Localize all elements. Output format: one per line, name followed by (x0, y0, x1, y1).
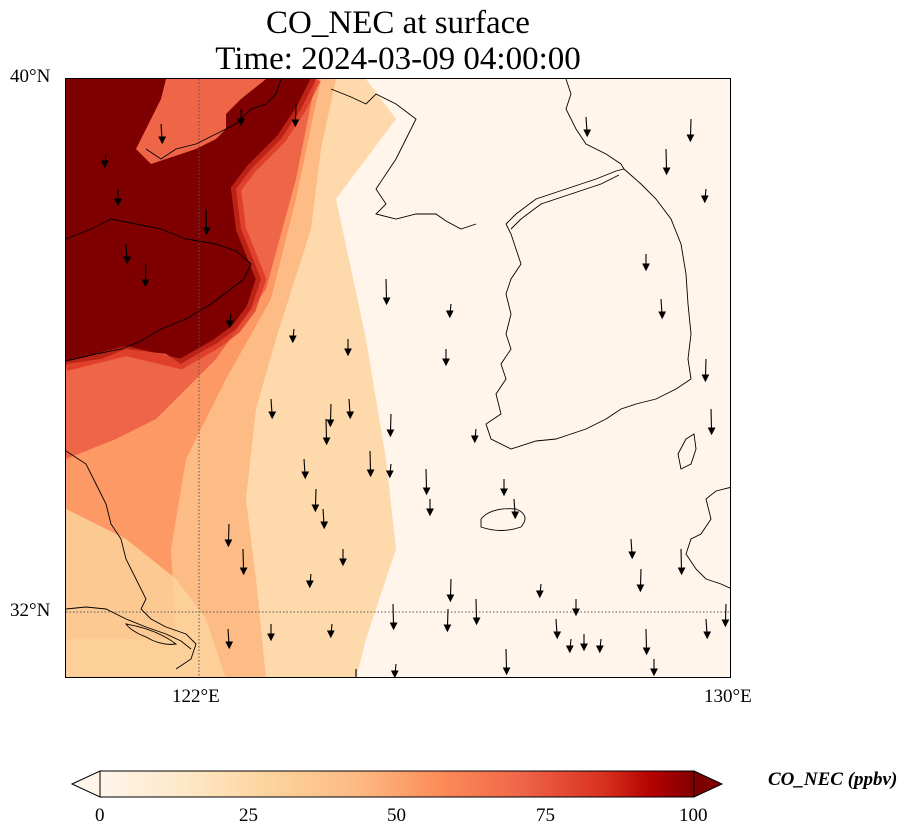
wind-vector-head (237, 118, 245, 127)
wind-vector-head (267, 633, 275, 642)
colorbar-extend-max (693, 770, 724, 798)
wind-vector-head (123, 256, 132, 265)
wind-vector-head (239, 567, 248, 576)
wind-vector-head (442, 358, 450, 367)
coastline-tsushima (677, 433, 697, 470)
coastline-liaodong-north (145, 79, 282, 160)
wind-vector-head (580, 643, 588, 652)
wind-vector-head (701, 374, 710, 383)
wind-vector-head (389, 622, 398, 631)
wind-vector-head (700, 195, 709, 204)
coastline-korea-west (485, 223, 692, 450)
wind-vector-head (114, 198, 122, 207)
wind-vector-head (339, 558, 347, 567)
wind-vector-head (470, 435, 479, 444)
wind-vector-head (662, 167, 671, 176)
colorbar-tick-100: 100 (679, 805, 708, 826)
wind-vector-head (422, 487, 431, 496)
wind-vector-head (426, 508, 434, 517)
wind-vector-head (650, 668, 658, 677)
wind-vector-head (224, 539, 233, 548)
wind-vector-head (472, 617, 481, 626)
colorbar-label: CO_NEC (ppbv) (768, 769, 898, 790)
wind-vector-head (572, 608, 580, 617)
wind-vector-head (386, 429, 395, 438)
map-panel (65, 78, 731, 678)
wind-vector-head (390, 670, 399, 677)
wind-vector-head (636, 584, 645, 593)
lon-tick-122: 122°E (172, 686, 220, 707)
wind-vector-head (642, 263, 650, 272)
wind-vector-head (288, 335, 297, 344)
coastlines (66, 79, 730, 670)
wind-vector-head (703, 631, 712, 640)
wind-vector-head (225, 641, 234, 650)
map-canvas (66, 79, 730, 677)
coastline-yangtze-island (125, 623, 178, 645)
wind-vector-head (158, 136, 167, 145)
coastline-china-east (66, 450, 197, 670)
colorbar-tick-25: 25 (239, 805, 258, 826)
wind-vector-head (565, 645, 574, 654)
colorbar-gradient (99, 770, 695, 798)
wind-vector-head (511, 511, 520, 520)
wind-vector-head (595, 645, 604, 654)
concentration-edge (66, 79, 321, 371)
wind-vector-head (443, 624, 452, 633)
wind-vector-head (445, 310, 454, 319)
wind-vector-head (535, 590, 544, 599)
wind-vector-head (583, 129, 592, 138)
wind-vector-head (326, 630, 335, 639)
wind-vector-head (446, 594, 455, 603)
lon-tick-130: 130°E (704, 686, 752, 707)
wind-vector-head (628, 551, 637, 560)
colorbar-tick-0: 0 (95, 805, 105, 826)
wind-vector-head (100, 160, 109, 169)
coastline-liaodong-east (330, 88, 477, 230)
wind-vector-head (382, 297, 391, 306)
coastline-jeju (480, 508, 526, 531)
border-north-korea-china (505, 168, 625, 225)
coastline-japan-kyushu (685, 487, 730, 589)
wind-vector-head (141, 279, 150, 288)
lat-tick-40: 40°N (10, 66, 51, 87)
wind-vector-head (291, 119, 300, 128)
wind-vector-head (677, 567, 686, 576)
colorbar (70, 770, 724, 798)
wind-vector-head (658, 311, 667, 320)
wind-vector-head (385, 470, 394, 479)
wind-vector-head (502, 667, 511, 676)
wind-vector-head (301, 471, 310, 480)
coastline-yangtze-estuary (66, 606, 192, 650)
coastline-korea-east (623, 168, 692, 380)
wind-vector-head (686, 134, 695, 143)
wind-vector-head (311, 504, 320, 513)
concentration-plume-south (66, 509, 226, 677)
wind-vector-head (225, 320, 234, 329)
wind-vector-head (500, 488, 508, 497)
wind-vector-head (642, 647, 651, 656)
wind-vector-head (305, 580, 314, 589)
wind-vector-head (346, 411, 355, 420)
wind-vector-head (268, 411, 277, 420)
wind-vector-head (344, 348, 352, 357)
wind-vector-head (202, 227, 211, 236)
wind-vector-head (322, 437, 331, 446)
wind-vector-field (100, 103, 730, 677)
coastline-north-korea-east (565, 79, 625, 170)
wind-vector-head (721, 619, 730, 628)
wind-vector-head (320, 521, 329, 530)
border-north-korea-china-parallel (510, 174, 620, 230)
wind-vector-head (366, 469, 375, 478)
map-subtitle-time: Time: 2024-03-09 04:00:00 (215, 41, 581, 77)
lat-tick-32: 32°N (10, 600, 51, 621)
coastline-shandong (66, 218, 252, 362)
colorbar-extend-min (70, 770, 101, 798)
wind-vector-head (326, 419, 335, 428)
map-title: CO_NEC at surface (266, 5, 530, 41)
colorbar-tick-75: 75 (536, 805, 555, 826)
wind-vector-head (707, 427, 716, 436)
colorbar-tick-50: 50 (387, 805, 406, 826)
wind-vector-head (553, 631, 562, 640)
